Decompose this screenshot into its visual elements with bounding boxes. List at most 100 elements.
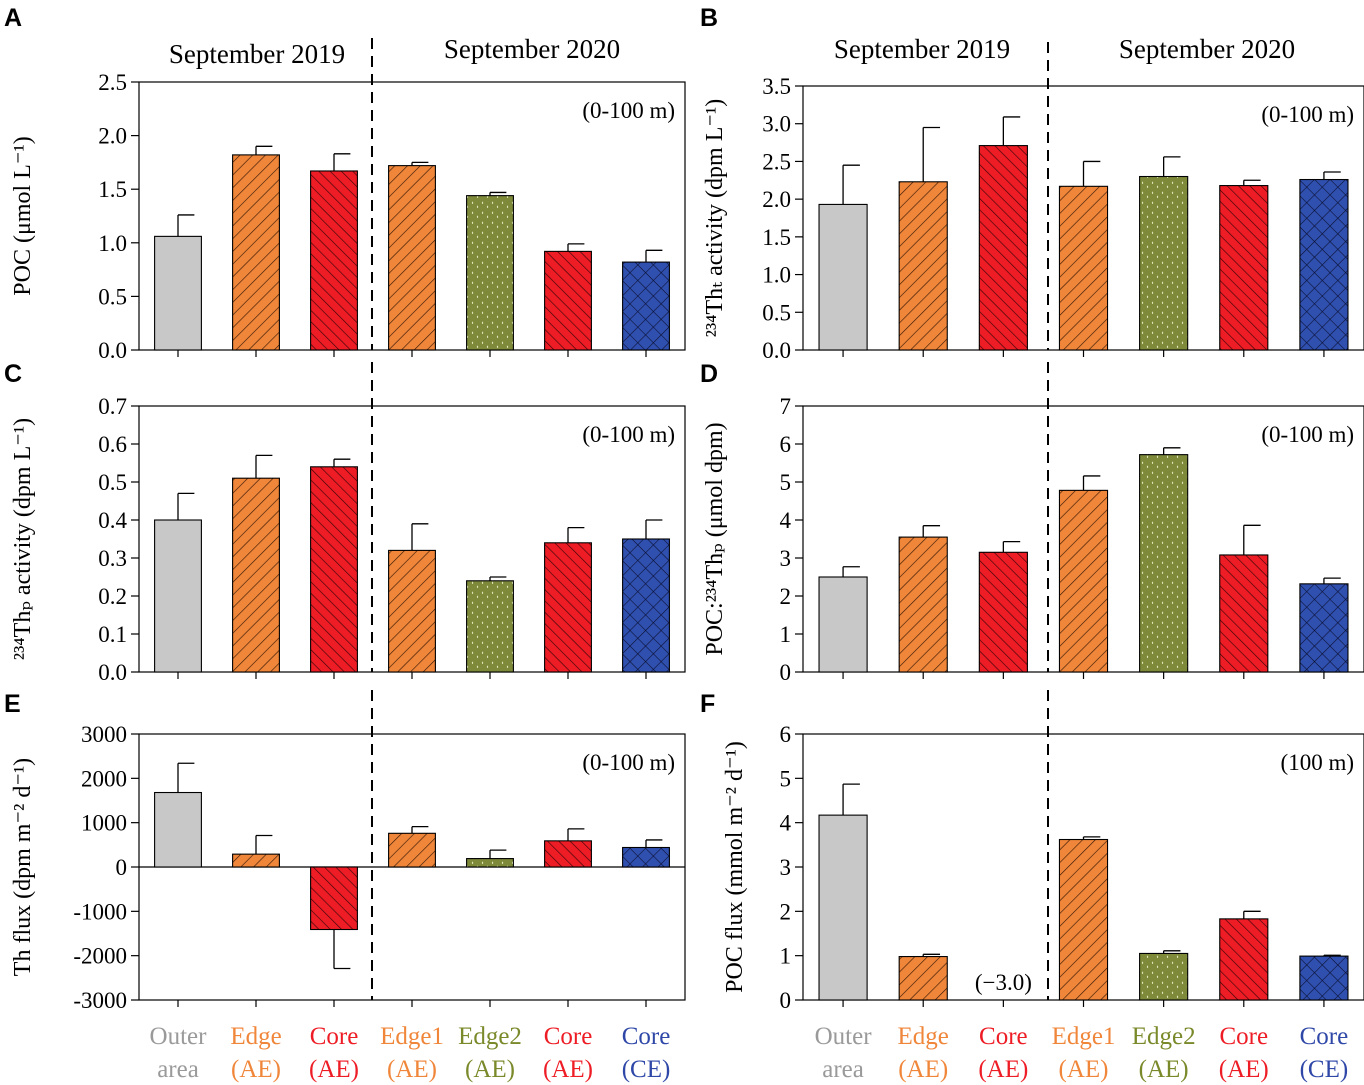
category-sublabel: area xyxy=(157,1056,199,1083)
category-labels-left: Outer area Edge (AE) Core (AE) Edge1 (AE) Edge2 (… xyxy=(150,1023,671,1083)
category-label: Core xyxy=(544,1023,593,1050)
bar xyxy=(466,858,514,868)
bar xyxy=(1058,185,1109,351)
y-tick-label: 2.5 xyxy=(98,70,127,95)
bar xyxy=(1058,838,1109,1001)
panel-e-th-flux: -3000 -2000 -1000 0 1000 2000 3000 (0-100 m) Th … xyxy=(10,690,686,1013)
header-sep2020-right: September 2020 xyxy=(1119,34,1295,64)
bar xyxy=(622,538,670,673)
y-tick-label: 3000 xyxy=(81,722,127,747)
bar xyxy=(818,814,868,1001)
category-sublabel: (AE) xyxy=(1059,1056,1109,1083)
y-axis-label: Th flux (dpm m⁻² d⁻¹) xyxy=(10,758,36,976)
category-label: Edge1 xyxy=(380,1023,444,1050)
panel-letter-d: D xyxy=(700,360,718,388)
y-tick-label: 5 xyxy=(780,470,792,495)
y-tick-label: 3 xyxy=(780,546,792,571)
y-tick-label: 4 xyxy=(780,811,792,836)
y-tick-label: 0.7 xyxy=(98,394,127,419)
header-sep2019-right: September 2019 xyxy=(834,34,1010,64)
category-sublabel: (CE) xyxy=(1300,1056,1349,1083)
y-tick-label: 1.5 xyxy=(762,225,791,250)
y-tick-label: 6 xyxy=(780,432,792,457)
bar xyxy=(818,576,868,673)
panel-letter-c: C xyxy=(4,360,22,388)
y-axis-label: POC flux (mmol m⁻² d⁻¹) xyxy=(722,741,748,993)
bar xyxy=(466,580,514,673)
y-tick-label: 0.5 xyxy=(762,300,791,325)
y-tick-label: 7 xyxy=(780,394,792,419)
panel-letter-b: B xyxy=(700,4,718,32)
category-sublabel: area xyxy=(822,1056,864,1083)
bar xyxy=(978,145,1028,351)
bar xyxy=(154,519,202,673)
depth-label: (0-100 m) xyxy=(582,750,675,775)
category-label: Core xyxy=(1300,1023,1349,1050)
panel-letter-f: F xyxy=(700,690,715,718)
bar xyxy=(310,170,358,351)
category-label: Edge xyxy=(230,1023,281,1050)
category-sublabel: (AE) xyxy=(543,1056,593,1083)
y-tick-label: 0.6 xyxy=(98,432,127,457)
panel-letter-a: A xyxy=(4,4,22,32)
y-axis-label: ²³⁴Thₜ activity (dpm L⁻¹) xyxy=(702,99,728,338)
panel-b-tht-activity: 0.0 0.5 1.0 1.5 2.0 2.5 3.0 3.5 (0-100 m) ²³⁴Thₜ … xyxy=(702,42,1364,363)
bar xyxy=(1139,175,1189,351)
y-tick-label: 2.5 xyxy=(762,149,791,174)
y-tick-label: -1000 xyxy=(73,899,127,924)
bar xyxy=(388,832,436,868)
depth-label: (100 m) xyxy=(1281,750,1354,775)
y-tick-label: 0.2 xyxy=(98,584,127,609)
y-tick-label: 2 xyxy=(780,584,792,609)
bar xyxy=(1219,918,1269,1001)
category-sublabel: (AE) xyxy=(465,1056,515,1083)
category-label: Edge2 xyxy=(1132,1023,1196,1050)
y-tick-label: 0.1 xyxy=(98,622,127,647)
bar xyxy=(622,261,670,351)
bar xyxy=(898,181,948,351)
bar xyxy=(232,154,280,351)
panel-letter-e: E xyxy=(4,690,21,718)
category-label: Outer xyxy=(150,1023,208,1050)
category-label: Core xyxy=(310,1023,359,1050)
bar xyxy=(388,165,436,351)
bar xyxy=(1299,955,1349,1001)
category-label: Edge1 xyxy=(1052,1023,1116,1050)
bar xyxy=(544,542,592,673)
y-tick-label: 6 xyxy=(780,722,792,747)
bar xyxy=(1058,489,1109,673)
y-tick-label: 4 xyxy=(780,508,792,533)
category-sublabel: (AE) xyxy=(1219,1056,1269,1083)
bar xyxy=(1219,185,1269,351)
y-axis-label: ²³⁴Thₚ activity (dpm L⁻¹) xyxy=(10,418,36,660)
missing-value-label: (−3.0) xyxy=(975,970,1032,995)
bar xyxy=(818,203,868,351)
bar xyxy=(544,250,592,351)
bar xyxy=(1219,554,1269,673)
category-sublabel: (AE) xyxy=(978,1056,1028,1083)
depth-label: (0-100 m) xyxy=(1261,102,1354,127)
y-tick-label: 2000 xyxy=(81,766,127,791)
y-tick-label: 0.0 xyxy=(762,338,791,363)
bar xyxy=(310,466,358,673)
y-tick-label: 0.3 xyxy=(98,546,127,571)
bar xyxy=(232,853,280,868)
y-tick-label: 0.5 xyxy=(98,470,127,495)
category-sublabel: (AE) xyxy=(309,1056,359,1083)
panel-d-poc-thp-ratio: 0 1 2 3 4 5 6 7 (0-100 m) POC:²³⁴Thₚ (μmol dpm) xyxy=(702,362,1364,685)
bar xyxy=(1139,952,1189,1001)
y-tick-label: 1.0 xyxy=(762,263,791,288)
y-tick-label: 3 xyxy=(780,855,792,880)
y-tick-label: -3000 xyxy=(73,988,127,1013)
y-tick-label: 2.0 xyxy=(98,124,127,149)
y-tick-label: 0 xyxy=(116,855,128,880)
y-tick-label: 0.0 xyxy=(98,338,127,363)
category-sublabel: (CE) xyxy=(622,1056,671,1083)
y-tick-label: 2 xyxy=(780,899,792,924)
y-tick-label: 1 xyxy=(780,622,792,647)
y-tick-label: 0.0 xyxy=(98,660,127,685)
category-sublabel: (AE) xyxy=(387,1056,437,1083)
category-label: Core xyxy=(1219,1023,1268,1050)
y-axis-label: POC:²³⁴Thₚ (μmol dpm) xyxy=(702,422,728,655)
